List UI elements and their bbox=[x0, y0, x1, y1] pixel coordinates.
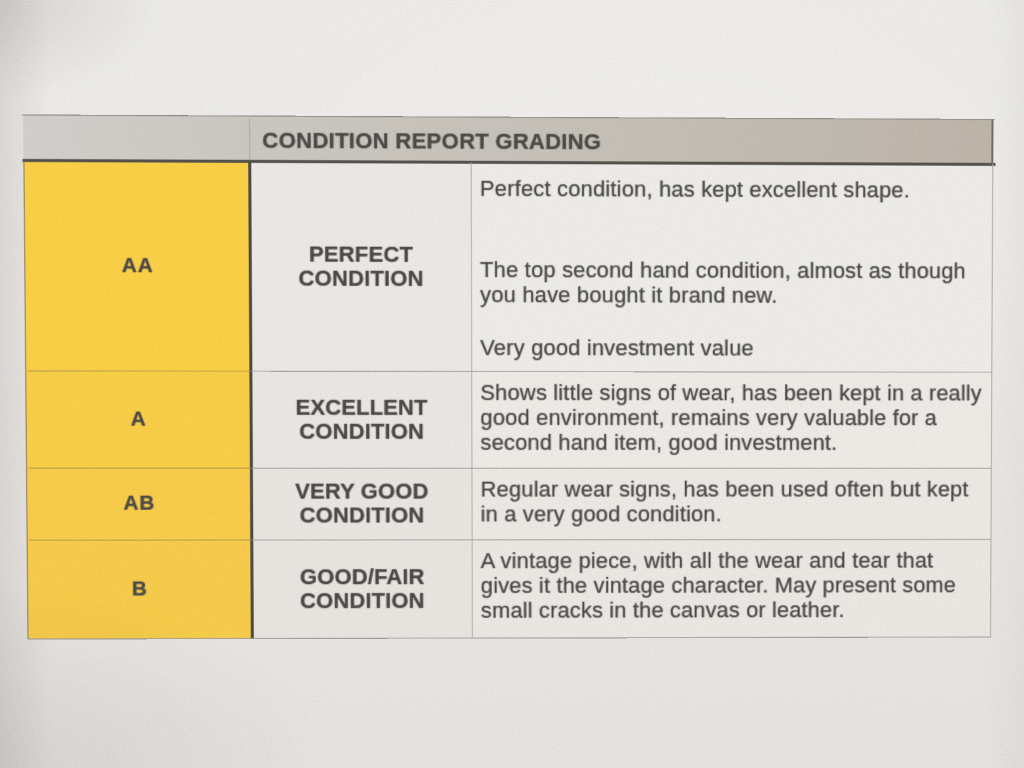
grade-cell-b: B bbox=[26, 539, 253, 640]
description-cell-very-good: Regular wear signs, has been used often … bbox=[471, 467, 992, 540]
row-divider-grade bbox=[27, 467, 252, 469]
condition-grading-table: CONDITION REPORT GRADING AA PERFECT COND… bbox=[21, 114, 996, 640]
description-cell-good-fair: A vintage piece, with all the wear and t… bbox=[471, 538, 992, 639]
row-divider bbox=[251, 467, 992, 469]
grade-cell-a: A bbox=[25, 370, 252, 468]
condition-cell-good-fair: GOOD/FAIR CONDITION bbox=[252, 539, 472, 640]
row-divider-grade bbox=[28, 539, 253, 541]
description-cell-perfect: Perfect condition, has kept excellent sh… bbox=[470, 162, 994, 372]
description-paragraph: The top second hand condition, almost as… bbox=[479, 257, 966, 308]
description-paragraph: A vintage piece, with all the wear and t… bbox=[480, 547, 957, 623]
description-paragraph: Perfect condition, has kept excellent sh… bbox=[479, 175, 910, 203]
condition-cell-perfect: PERFECT CONDITION bbox=[250, 161, 472, 372]
condition-cell-very-good: VERY GOOD CONDITION bbox=[251, 467, 472, 540]
header-right-border bbox=[991, 119, 994, 164]
description-cell-excellent: Shows little signs of wear, has been kep… bbox=[471, 371, 993, 468]
description-paragraph: Very good investment value bbox=[480, 335, 754, 361]
description-paragraph: Regular wear signs, has been used often … bbox=[480, 476, 969, 527]
condition-cell-excellent: EXCELLENT CONDITION bbox=[251, 370, 472, 468]
grade-cell-aa: AA bbox=[23, 160, 252, 371]
header-empty-cell bbox=[23, 115, 251, 162]
table-title: CONDITION REPORT GRADING bbox=[249, 116, 994, 165]
grade-cell-ab: AB bbox=[26, 467, 253, 540]
header-column-divider bbox=[248, 118, 251, 160]
description-paragraph: Shows little signs of wear, has been kep… bbox=[480, 380, 982, 455]
